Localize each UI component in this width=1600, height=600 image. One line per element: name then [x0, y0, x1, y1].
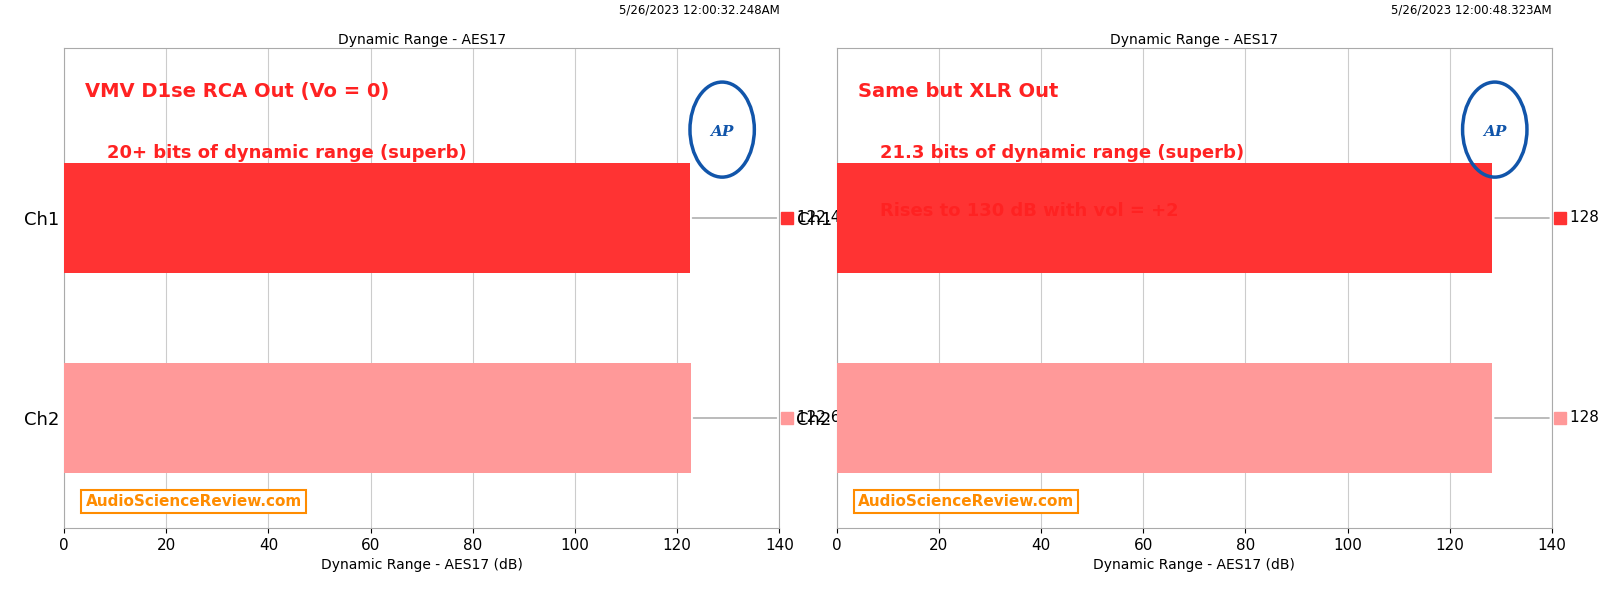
- Text: 20+ bits of dynamic range (superb): 20+ bits of dynamic range (superb): [107, 144, 467, 162]
- X-axis label: Dynamic Range - AES17 (dB): Dynamic Range - AES17 (dB): [1093, 558, 1296, 572]
- Text: Same but XLR Out: Same but XLR Out: [858, 82, 1059, 101]
- Text: VMV D1se RCA Out (Vo = 0): VMV D1se RCA Out (Vo = 0): [85, 82, 390, 101]
- Text: 5/26/2023 12:00:32.248AM: 5/26/2023 12:00:32.248AM: [619, 4, 779, 17]
- Bar: [64, 163, 690, 273]
- Text: 122.417 dB: 122.417 dB: [797, 211, 885, 226]
- Title: Dynamic Range - AES17: Dynamic Range - AES17: [338, 33, 506, 47]
- X-axis label: Dynamic Range - AES17 (dB): Dynamic Range - AES17 (dB): [320, 558, 523, 572]
- Bar: [837, 363, 1491, 473]
- Text: 128.285 dB: 128.285 dB: [1570, 211, 1600, 226]
- Text: AudioScienceReview.com: AudioScienceReview.com: [858, 494, 1074, 509]
- Bar: [64, 363, 691, 473]
- Text: 5/26/2023 12:00:48.323AM: 5/26/2023 12:00:48.323AM: [1392, 4, 1552, 17]
- Title: Dynamic Range - AES17: Dynamic Range - AES17: [1110, 33, 1278, 47]
- Bar: [837, 163, 1493, 273]
- Text: 21.3 bits of dynamic range (superb): 21.3 bits of dynamic range (superb): [880, 144, 1243, 162]
- Text: 128.231 dB: 128.231 dB: [1570, 410, 1600, 425]
- Text: Rises to 130 dB with vol = +2: Rises to 130 dB with vol = +2: [880, 202, 1178, 220]
- Text: 122.612 dB: 122.612 dB: [797, 410, 885, 425]
- Text: AudioScienceReview.com: AudioScienceReview.com: [85, 494, 302, 509]
